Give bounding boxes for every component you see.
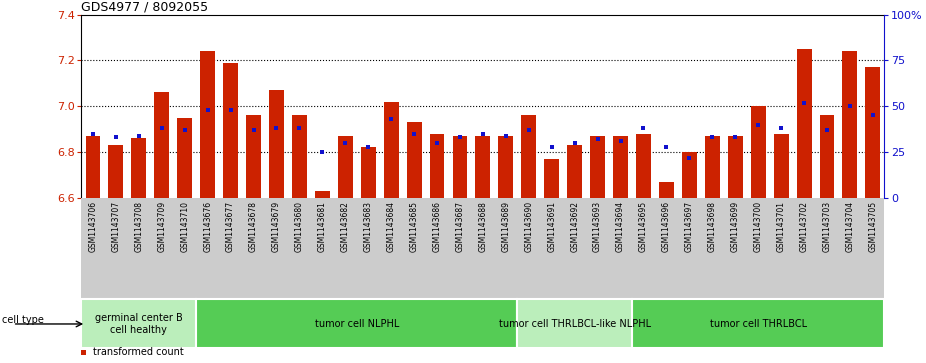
Bar <box>292 115 307 198</box>
Bar <box>728 136 743 198</box>
Text: tumor cell THRLBCL-like NLPHL: tumor cell THRLBCL-like NLPHL <box>498 319 651 329</box>
Text: GSM1143692: GSM1143692 <box>570 201 579 252</box>
Bar <box>81 299 196 348</box>
Text: GSM1143695: GSM1143695 <box>639 201 648 252</box>
Bar <box>773 134 789 198</box>
Bar <box>659 182 674 198</box>
Text: tumor cell THRLBCL: tumor cell THRLBCL <box>709 319 807 329</box>
Text: GSM1143681: GSM1143681 <box>318 201 327 252</box>
Bar <box>430 134 444 198</box>
Text: GSM1143682: GSM1143682 <box>341 201 350 252</box>
Bar <box>200 51 215 198</box>
Bar <box>682 152 696 198</box>
Bar <box>108 145 123 198</box>
Text: GSM1143699: GSM1143699 <box>731 201 740 252</box>
Text: GSM1143689: GSM1143689 <box>501 201 510 252</box>
Text: GSM1143684: GSM1143684 <box>387 201 395 252</box>
Text: transformed count: transformed count <box>94 347 184 358</box>
Text: GSM1143705: GSM1143705 <box>869 201 877 252</box>
Text: GSM1143706: GSM1143706 <box>89 201 97 252</box>
Bar <box>613 136 628 198</box>
Bar <box>568 145 582 198</box>
Text: GSM1143679: GSM1143679 <box>272 201 281 252</box>
Bar <box>155 93 169 198</box>
Bar <box>383 102 398 198</box>
Bar <box>705 136 720 198</box>
Text: GSM1143701: GSM1143701 <box>777 201 785 252</box>
Text: GSM1143683: GSM1143683 <box>364 201 373 252</box>
Bar <box>820 115 834 198</box>
Bar <box>177 118 193 198</box>
Text: GSM1143709: GSM1143709 <box>157 201 167 252</box>
Bar <box>315 191 330 198</box>
Text: GSM1143685: GSM1143685 <box>409 201 419 252</box>
Text: GSM1143696: GSM1143696 <box>662 201 671 252</box>
Bar <box>632 299 884 348</box>
Text: GSM1143693: GSM1143693 <box>593 201 602 252</box>
Bar <box>453 136 468 198</box>
Bar <box>338 136 353 198</box>
Bar <box>751 106 766 198</box>
Text: GSM1143678: GSM1143678 <box>249 201 258 252</box>
Bar <box>269 90 284 198</box>
Bar <box>544 159 559 198</box>
Text: GSM1143694: GSM1143694 <box>616 201 625 252</box>
Bar <box>843 51 857 198</box>
Bar <box>866 67 881 198</box>
Text: GSM1143690: GSM1143690 <box>524 201 533 252</box>
Text: GSM1143697: GSM1143697 <box>685 201 694 252</box>
Text: GSM1143688: GSM1143688 <box>479 201 487 252</box>
Bar <box>521 115 536 198</box>
Text: GSM1143703: GSM1143703 <box>822 201 832 252</box>
Text: GSM1143698: GSM1143698 <box>707 201 717 252</box>
Text: GDS4977 / 8092055: GDS4977 / 8092055 <box>81 0 208 13</box>
Text: cell type: cell type <box>2 315 44 325</box>
Text: GSM1143707: GSM1143707 <box>111 201 120 252</box>
Text: GSM1143677: GSM1143677 <box>226 201 235 252</box>
Bar <box>498 136 513 198</box>
Text: germinal center B
cell healthy: germinal center B cell healthy <box>95 313 182 335</box>
Bar <box>475 136 491 198</box>
Text: GSM1143704: GSM1143704 <box>845 201 855 252</box>
Bar <box>223 63 238 198</box>
Bar <box>636 134 651 198</box>
Text: GSM1143700: GSM1143700 <box>754 201 763 252</box>
Bar <box>196 299 518 348</box>
Bar <box>518 299 632 348</box>
Text: tumor cell NLPHL: tumor cell NLPHL <box>315 319 399 329</box>
Bar <box>246 115 261 198</box>
Bar <box>85 136 100 198</box>
Text: GSM1143691: GSM1143691 <box>547 201 557 252</box>
Text: GSM1143687: GSM1143687 <box>456 201 465 252</box>
Bar <box>131 138 146 198</box>
Text: GSM1143708: GSM1143708 <box>134 201 144 252</box>
Text: GSM1143702: GSM1143702 <box>799 201 808 252</box>
Text: GSM1143676: GSM1143676 <box>203 201 212 252</box>
Text: GSM1143710: GSM1143710 <box>181 201 189 252</box>
Bar <box>590 136 605 198</box>
Text: GSM1143686: GSM1143686 <box>432 201 442 252</box>
Bar <box>407 122 421 198</box>
Text: GSM1143680: GSM1143680 <box>294 201 304 252</box>
Bar <box>361 147 376 198</box>
Bar <box>796 49 811 198</box>
